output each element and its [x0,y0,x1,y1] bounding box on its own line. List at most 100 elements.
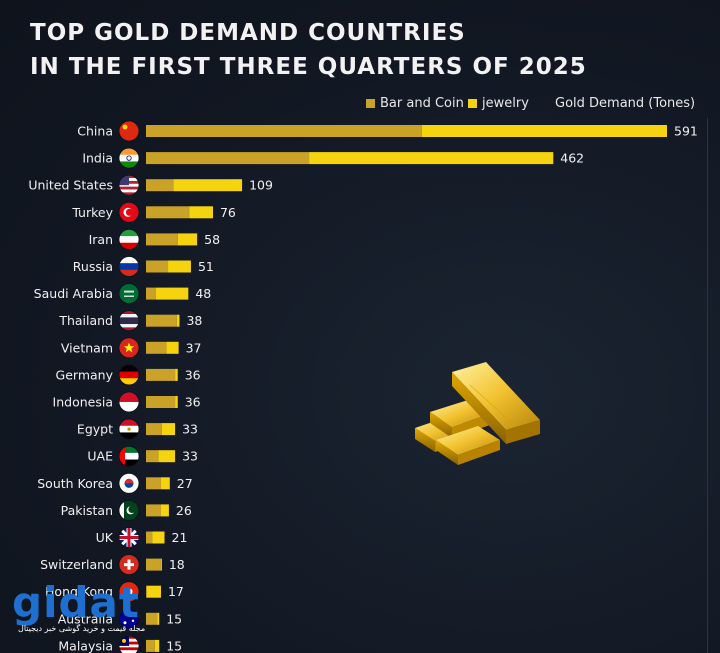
flag-vietnam-icon [118,337,140,359]
flag-egypt-icon [118,418,140,440]
chart-row-saudi-arabia: Saudi Arabia 48 [34,283,211,305]
bar-segment-jewelry [154,639,160,652]
flag-pakistan-icon [118,499,140,521]
country-label: Germany [56,367,114,382]
chart-row-uae: UAE 33 [87,445,198,467]
bar-segment-jewelry [176,314,180,327]
value-label: 18 [169,557,185,572]
value-label: 58 [204,232,220,247]
chart-row-egypt: Egypt 33 [77,418,198,440]
country-label: India [82,151,113,166]
value-label: 21 [172,530,188,545]
chart-row-pakistan: Pakistan 26 [61,499,192,521]
bar-segment-bar-and-coin [146,314,177,327]
legend-label-jewelry: jewelry [482,96,529,111]
legend-label-bar-and-coin: Bar and Coin [380,96,464,111]
bar-segment-jewelry [160,504,169,517]
chart-row-india: India 462 [82,147,584,169]
bar-segment-bar-and-coin [146,396,176,408]
bar-segment-bar-and-coin [146,206,190,219]
bar-segment-bar-and-coin [146,558,161,571]
value-label: 26 [176,503,192,518]
country-label: Russia [73,259,113,274]
chart-row-turkey: Turkey 76 [71,201,236,223]
flag-australia-icon [118,608,140,630]
flag-south-korea-icon [118,472,140,494]
flag-switzerland-icon [118,554,140,575]
bar-segment-jewelry [161,423,176,436]
chart-row-iran: Iran 58 [89,228,220,250]
value-label: 462 [560,151,584,166]
bar-segment-bar-and-coin [146,368,176,381]
bar-segment-bar-and-coin [146,423,162,436]
title-line-2: IN THE FIRST THREE QUARTERS OF 2025 [30,54,587,80]
flag-uae-icon [118,445,140,467]
legend-unit-label: Gold Demand (Tones) [555,96,696,111]
bar-segment-bar-and-coin [146,260,169,273]
chart-row-united-states: United States 109 [28,174,273,196]
chart-row-thailand: Thailand 38 [58,310,202,332]
bar-segment-jewelry [160,477,170,490]
country-label: Iran [89,232,113,247]
value-label: 51 [198,259,214,274]
flag-united-states-icon [118,174,140,196]
value-label: 48 [195,286,211,301]
bar-segment-bar-and-coin [146,612,158,625]
title-line-1: TOP GOLD DEMAND COUNTRIES [30,20,466,46]
legend-bar-and-coin: Bar and Coin [366,96,464,114]
bar-segment-jewelry [309,152,554,165]
flag-india-icon [118,147,140,169]
value-label: 15 [166,611,182,626]
bar-segment-bar-and-coin [146,477,161,490]
value-label: 37 [186,340,202,355]
country-label: Saudi Arabia [34,286,113,301]
legend-swatch-bar-and-coin [366,99,375,108]
country-label: United States [28,178,113,193]
legend-swatch-jewelry [468,99,477,108]
bar-segment-jewelry [152,531,165,544]
value-label: 27 [177,476,193,491]
chart-row-indonesia: Indonesia 36 [53,391,201,413]
bar-segment-bar-and-coin [146,125,422,137]
flag-turkey-icon [118,201,140,223]
bar-segment-bar-and-coin [146,287,156,300]
bar-segment-jewelry [173,179,243,192]
country-label: UAE [87,449,113,464]
chart-row-australia: Australia 15 [58,608,182,630]
country-label: Malaysia [58,638,113,653]
country-label: Pakistan [61,503,113,518]
chart-row-vietnam: Vietnam 37 [61,337,202,359]
watermark-tagline: مجله قیمت و خرید گوشی خبر دیجیتال [18,624,146,633]
country-label: UK [96,530,114,545]
value-label: 33 [182,422,198,437]
gold-bars-illustration [415,362,540,465]
legend-jewelry: jewelry [468,96,529,114]
value-label: 17 [168,584,184,599]
flag-saudi-arabia-icon [118,283,140,305]
bar-segment-bar-and-coin [146,450,159,463]
bar-segment-bar-and-coin [146,152,310,165]
bar-segment-bar-and-coin [146,504,161,517]
flag-indonesia-icon [118,391,140,413]
country-label: Turkey [71,205,113,220]
bar-segment-bar-and-coin [146,639,155,652]
country-label: China [77,124,113,139]
value-label: 109 [249,178,273,193]
value-label: 36 [185,367,201,382]
watermark-logo: gidat [12,578,140,627]
bar-segment-jewelry [175,396,178,408]
country-label: Vietnam [61,340,113,355]
bar-segment-bar-and-coin [146,233,178,246]
flag-germany-icon [118,364,140,386]
chart-row-switzerland: Switzerland 18 [40,554,185,575]
chart-row-china: China 591 [77,120,698,142]
right-divider [707,118,708,653]
country-label: Thailand [58,313,113,328]
country-label: Egypt [77,422,113,437]
bar-segment-bar-and-coin [146,341,167,354]
bar-segment-jewelry [177,233,198,246]
bar-segment-jewelry [155,287,189,300]
bar-segment-jewelry [158,450,176,463]
country-label: Hong Kong [45,584,113,599]
